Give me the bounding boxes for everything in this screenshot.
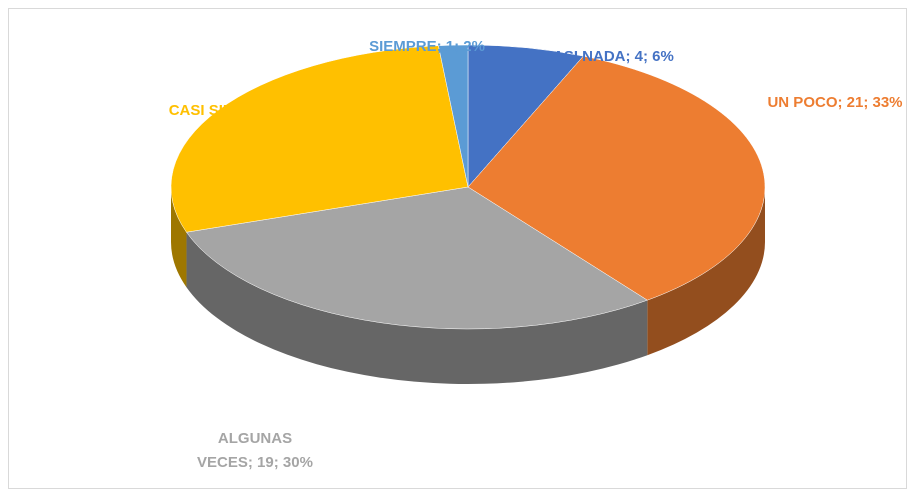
slice: [467, 44, 584, 188]
data-label: UN POCO; 21; 33%: [767, 94, 903, 111]
slice: [186, 186, 648, 330]
slice: [170, 45, 469, 233]
slice-side: [171, 187, 187, 288]
slice-side: [647, 187, 765, 356]
slice: [438, 44, 469, 188]
data-label: CASI SIEMPRE; 18; 29%: [168, 102, 342, 119]
data-label: ALGUNAS VECES; 19; 30%: [197, 430, 313, 471]
slice-side: [186, 232, 648, 384]
data-label: SIEMPRE; 1; 2%: [369, 38, 485, 55]
data-label: CASI NADA; 4; 6%: [542, 48, 674, 65]
slice: [467, 55, 766, 301]
